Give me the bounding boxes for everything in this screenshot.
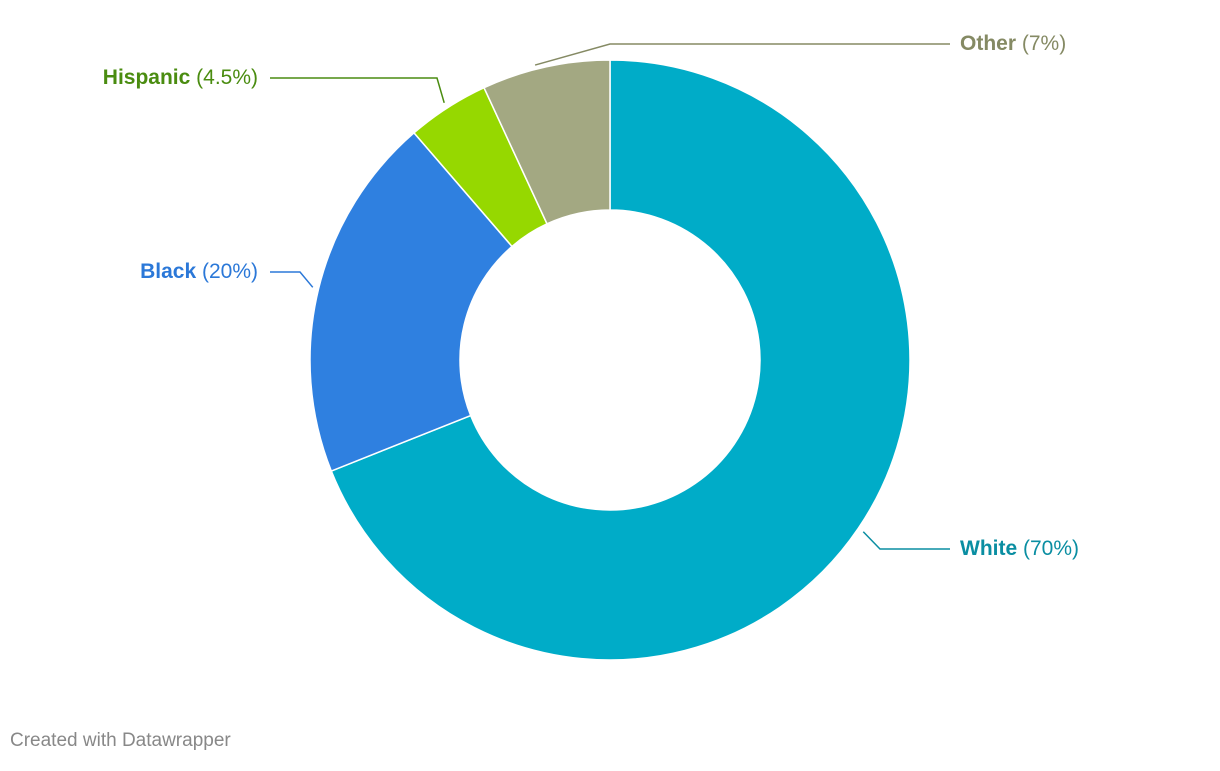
label-other: Other (7%) bbox=[960, 32, 1066, 55]
slice-other[interactable] bbox=[483, 59, 611, 225]
slices-layer bbox=[309, 59, 911, 661]
label-white: White (70%) bbox=[960, 537, 1079, 560]
label-name-white: White bbox=[960, 537, 1017, 560]
label-name-hispanic: Hispanic bbox=[103, 66, 191, 89]
credit-text[interactable]: Created with Datawrapper bbox=[10, 730, 231, 751]
slice-white[interactable] bbox=[330, 59, 911, 661]
label-value-hispanic: (4.5%) bbox=[190, 66, 258, 89]
label-value-white: (70%) bbox=[1017, 537, 1079, 560]
leader-line-hispanic bbox=[270, 77, 445, 104]
label-name-other: Other bbox=[960, 32, 1016, 55]
label-name-black: Black bbox=[140, 260, 196, 283]
label-black: Black (20%) bbox=[140, 260, 258, 283]
label-value-black: (20%) bbox=[196, 260, 258, 283]
leader-line-other bbox=[534, 43, 950, 66]
label-hispanic: Hispanic (4.5%) bbox=[103, 66, 258, 89]
leader-line-white bbox=[862, 531, 950, 550]
labels-layer: White (70%) Black (20%) Hispanic (4.5%) Oth… bbox=[103, 32, 1079, 560]
leader-line-black bbox=[270, 271, 314, 288]
slice-black[interactable] bbox=[309, 131, 514, 473]
label-value-other: (7%) bbox=[1016, 32, 1066, 55]
